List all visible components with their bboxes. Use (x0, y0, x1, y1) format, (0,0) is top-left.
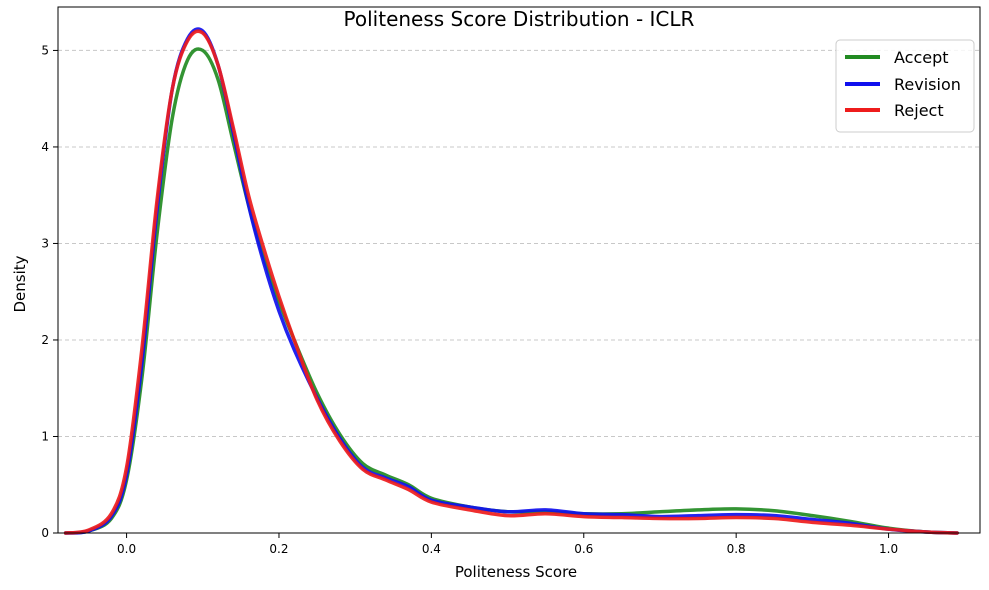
x-tick-label: 1.0 (879, 542, 898, 556)
series-line-reject (63, 29, 959, 535)
series-lines (63, 27, 959, 535)
x-tick-label: 0.2 (269, 542, 288, 556)
x-tick-label: 0.0 (117, 542, 136, 556)
x-tick-label: 0.8 (727, 542, 746, 556)
plot-frame (57, 6, 981, 534)
legend-label-reject: Reject (894, 101, 944, 120)
series-line-accept (63, 47, 959, 535)
y-tick-label: 5 (41, 43, 49, 57)
chart-title: Politeness Score Distribution - ICLR (344, 7, 695, 31)
y-tick-label: 1 (41, 429, 49, 443)
legend-label-accept: Accept (894, 48, 949, 67)
y-axis-label: Density (11, 255, 29, 312)
y-tick-label: 2 (41, 333, 49, 347)
legend-label-revision: Revision (894, 75, 961, 94)
legend: Accept Revision Reject (835, 39, 975, 133)
y-tick-label: 4 (41, 140, 49, 154)
x-tick-label: 0.6 (574, 542, 593, 556)
y-axis-ticks: 0 1 2 3 4 5 (41, 43, 58, 540)
x-axis-label: Politeness Score (455, 563, 577, 581)
x-tick-label: 0.4 (422, 542, 441, 556)
y-tick-label: 3 (41, 236, 49, 250)
x-axis-ticks: 0.0 0.2 0.4 0.6 0.8 1.0 (117, 533, 898, 556)
y-tick-label: 0 (41, 526, 49, 540)
